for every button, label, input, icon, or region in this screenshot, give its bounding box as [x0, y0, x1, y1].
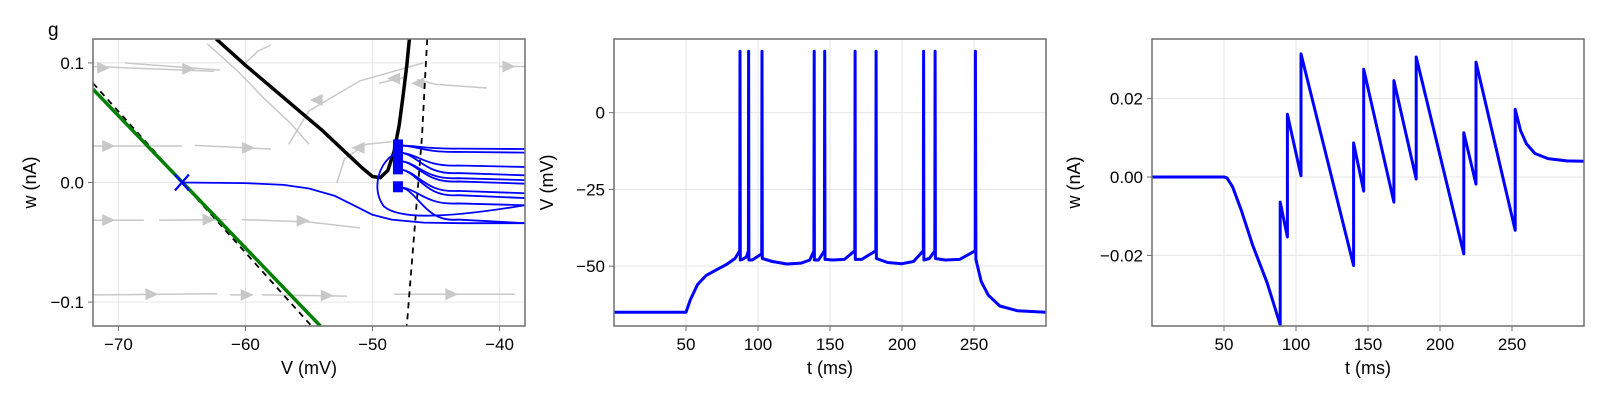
y-axis-label: w (nA) [20, 156, 40, 209]
trace-line [614, 49, 1046, 314]
series-line [405, 39, 429, 326]
streamline-arrow-icon [351, 141, 365, 154]
streamline [244, 44, 272, 64]
streamline [206, 43, 310, 145]
trajectory-line [397, 151, 525, 177]
x-tick-label: 150 [1354, 335, 1382, 354]
x-tick-label: 250 [1498, 335, 1526, 354]
streamline-arrow-icon [502, 60, 516, 73]
x-tick-label: 200 [1426, 335, 1454, 354]
streamline [93, 65, 214, 73]
series-line [215, 39, 412, 180]
panel-label: g [48, 20, 59, 41]
streamline-arrow-icon [320, 289, 334, 302]
adaptation-trace-plot: 50 100 150 200 250 −0.02 0.00 0.02 t (ms) w (nA… [1064, 38, 1585, 378]
trajectory-line [397, 160, 525, 185]
resting-point-x-icon [174, 173, 190, 192]
x-tick-label: 200 [888, 335, 916, 354]
x-tick-label: 50 [677, 335, 696, 354]
axis-ticks: −70 −60 −50 −40 −0.1 0.0 0.1 [50, 54, 514, 354]
streamline-arrow-icon [102, 140, 116, 153]
voltage-line [614, 49, 1046, 314]
y-tick-label: 0.1 [60, 54, 84, 73]
y-tick-label: 0.0 [60, 174, 84, 193]
streamline [261, 294, 348, 297]
adaptation-line [1152, 52, 1584, 326]
reset-point-square-icon [392, 181, 403, 193]
streamline [416, 78, 487, 89]
axis-ticks: 50 100 150 200 250 −0.02 0.00 0.02 [1100, 90, 1526, 354]
reset-point-square-icon [392, 154, 403, 166]
x-tick-label: 250 [960, 335, 988, 354]
y-axis-label: w (nA) [1064, 156, 1084, 209]
nullclines-and-trajectories [93, 39, 525, 326]
y-tick-label: −25 [576, 180, 605, 199]
y-tick-label: −0.1 [50, 293, 84, 312]
streamline-arrow-icon [242, 141, 256, 154]
streamline-arrow-icon [97, 61, 111, 74]
markers [174, 139, 403, 193]
series-line [93, 87, 322, 326]
y-tick-label: 0.00 [1110, 168, 1143, 187]
streamline [124, 62, 221, 71]
grid [93, 39, 525, 326]
phase-plane-plot: −70 −60 −50 −40 −0.1 0.0 0.1 V (mV) w (nA) [20, 38, 526, 378]
x-axis-label: V (mV) [281, 358, 337, 378]
x-tick-label: −40 [485, 335, 514, 354]
y-tick-label: 0 [596, 104, 605, 123]
streamline [288, 62, 424, 145]
vector-field-streamlines [93, 43, 525, 302]
streamline-arrow-icon [240, 288, 254, 301]
x-tick-label: −60 [231, 335, 260, 354]
streamline-arrow-icon [387, 72, 401, 85]
streamline-arrow-icon [309, 93, 323, 106]
trajectory-line [397, 168, 525, 199]
y-axis-label: V (mV) [537, 155, 557, 211]
reset-point-square-icon [392, 146, 403, 158]
y-tick-label: −0.02 [1100, 246, 1143, 265]
streamline [241, 218, 360, 229]
streamline-arrow-icon [445, 288, 459, 301]
streamline-arrow-icon [102, 214, 116, 227]
reset-point-square-icon [392, 163, 403, 175]
trajectory-line [376, 151, 525, 217]
voltage-trace-plot: 50 100 150 200 250 −50 −25 0 t (ms) V (mV) [537, 38, 1047, 378]
y-tick-label: 0.02 [1110, 90, 1143, 109]
streamline-arrow-icon [411, 77, 425, 90]
streamline-arrow-icon [182, 62, 196, 75]
streamline-arrow-icon [202, 213, 216, 226]
streamline-arrow-icon [145, 288, 159, 301]
x-tick-label: 100 [1282, 335, 1310, 354]
trajectory-line [397, 144, 525, 154]
streamline [336, 141, 392, 183]
streamline [194, 144, 271, 150]
streamline-arrow-icon [296, 214, 310, 227]
x-axis-label: t (ms) [1345, 358, 1391, 378]
reset-point-square-icon [392, 139, 403, 151]
series-line [181, 181, 525, 225]
x-tick-label: 150 [816, 335, 844, 354]
axis-ticks: 50 100 150 200 250 −50 −25 0 [576, 104, 988, 354]
x-tick-label: −50 [358, 335, 387, 354]
x-tick-label: −70 [104, 335, 133, 354]
trajectory-line [397, 186, 525, 225]
trace-line [1152, 52, 1584, 326]
x-axis-label: t (ms) [807, 358, 853, 378]
x-tick-label: 100 [744, 335, 772, 354]
x-tick-label: 50 [1215, 335, 1234, 354]
y-tick-label: −50 [576, 257, 605, 276]
